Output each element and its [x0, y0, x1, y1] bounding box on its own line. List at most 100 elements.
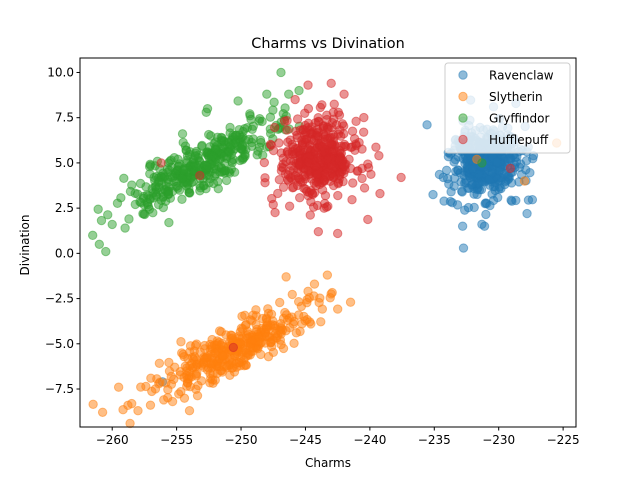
data-point: [228, 342, 239, 353]
data-point: [234, 125, 244, 135]
legend-label: Hufflepuff: [489, 133, 549, 147]
data-point: [302, 134, 312, 144]
data-point: [136, 382, 146, 392]
data-point: [453, 165, 463, 175]
data-point: [374, 150, 384, 161]
data-point: [359, 183, 370, 193]
data-point: [299, 311, 309, 322]
data-point: [447, 198, 458, 208]
data-point: [192, 390, 203, 401]
data-point: [311, 181, 321, 191]
data-point: [326, 78, 336, 89]
data-point: [190, 151, 200, 161]
data-point: [135, 178, 146, 189]
data-point: [505, 163, 515, 174]
data-point: [363, 214, 373, 225]
data-point: [217, 133, 227, 143]
data-point: [207, 375, 218, 385]
y-tick-label: 0.0: [55, 246, 74, 260]
data-point: [339, 129, 349, 139]
data-point: [214, 362, 224, 372]
x-axis-title: Charms: [305, 456, 351, 470]
data-point: [316, 317, 326, 327]
data-point: [176, 337, 186, 347]
data-point: [303, 118, 314, 129]
legend: Ravenclaw Slytherin Gryffindor Hufflepuff: [444, 62, 571, 154]
data-point: [468, 164, 478, 174]
data-point: [145, 400, 156, 410]
data-point: [224, 147, 235, 157]
data-point: [363, 159, 373, 169]
data-point: [269, 122, 280, 133]
data-point: [94, 239, 105, 250]
y-tick-label: 7.5: [55, 111, 74, 125]
x-tick-label: −230: [482, 433, 515, 447]
data-point: [273, 188, 283, 199]
data-point: [235, 327, 245, 337]
data-point: [154, 358, 165, 368]
data-point: [366, 169, 376, 179]
data-point: [481, 209, 491, 220]
data-point: [335, 168, 345, 179]
data-point: [303, 286, 313, 297]
data-point: [214, 326, 225, 336]
data-point: [351, 116, 361, 127]
data-point: [292, 143, 303, 153]
data-point: [463, 202, 474, 213]
y-tick-label: 5.0: [55, 156, 74, 170]
y-axis-title: Divination: [18, 215, 32, 276]
data-point: [313, 153, 324, 163]
data-point: [506, 195, 516, 205]
data-point: [163, 189, 174, 200]
data-point: [112, 198, 123, 208]
legend-label: Ravenclaw: [489, 69, 554, 83]
data-point: [167, 396, 178, 407]
data-point: [339, 89, 349, 99]
data-point: [93, 204, 103, 214]
y-tick-label: 2.5: [55, 201, 74, 215]
data-point: [358, 127, 369, 137]
data-point: [191, 161, 201, 171]
data-point: [88, 230, 98, 241]
data-point: [198, 357, 208, 367]
data-point: [349, 134, 360, 144]
x-tick-label: −235: [418, 433, 451, 447]
data-point: [206, 131, 216, 141]
data-point: [154, 176, 164, 186]
data-point: [327, 118, 338, 128]
data-point: [252, 150, 262, 160]
data-point: [323, 154, 333, 165]
data-point: [164, 357, 174, 368]
data-point: [332, 228, 343, 239]
data-point: [274, 175, 285, 185]
data-point: [237, 153, 248, 163]
data-point: [96, 215, 107, 226]
data-point: [487, 189, 497, 199]
data-point: [295, 193, 305, 203]
data-point: [259, 157, 270, 168]
data-point: [322, 270, 333, 280]
data-point: [278, 182, 289, 192]
data-point: [177, 129, 188, 139]
data-point: [428, 189, 438, 200]
data-point: [269, 97, 279, 107]
data-point: [88, 399, 98, 409]
data-point: [278, 313, 289, 324]
data-point: [458, 243, 469, 253]
data-point: [303, 157, 313, 167]
data-point: [163, 384, 173, 395]
data-point: [201, 184, 211, 194]
data-point: [156, 195, 166, 206]
data-point: [184, 406, 195, 416]
data-point: [292, 114, 303, 124]
data-point: [237, 141, 248, 151]
data-point: [127, 180, 137, 190]
data-point: [276, 162, 287, 172]
series-hufflepuff: [156, 78, 515, 353]
data-point: [474, 169, 484, 180]
data-point: [261, 313, 272, 323]
data-point: [164, 217, 174, 228]
legend-marker: [458, 134, 468, 145]
data-point: [287, 289, 297, 300]
data-point: [396, 172, 406, 183]
